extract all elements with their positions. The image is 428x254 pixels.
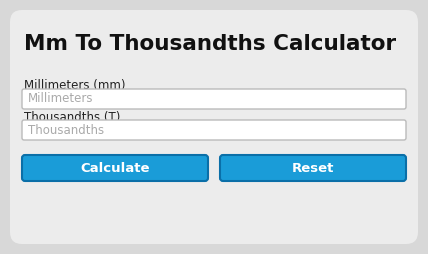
- FancyBboxPatch shape: [22, 155, 208, 181]
- FancyBboxPatch shape: [10, 10, 418, 244]
- Text: Thousandths: Thousandths: [28, 123, 104, 136]
- FancyBboxPatch shape: [22, 120, 406, 140]
- Text: Millimeters: Millimeters: [28, 92, 93, 105]
- Text: Reset: Reset: [292, 162, 334, 174]
- FancyBboxPatch shape: [22, 89, 406, 109]
- Text: Mm To Thousandths Calculator: Mm To Thousandths Calculator: [24, 34, 396, 54]
- Text: Thousandths (T): Thousandths (T): [24, 110, 120, 123]
- Text: Calculate: Calculate: [80, 162, 150, 174]
- FancyBboxPatch shape: [220, 155, 406, 181]
- Text: Millimeters (mm): Millimeters (mm): [24, 80, 125, 92]
